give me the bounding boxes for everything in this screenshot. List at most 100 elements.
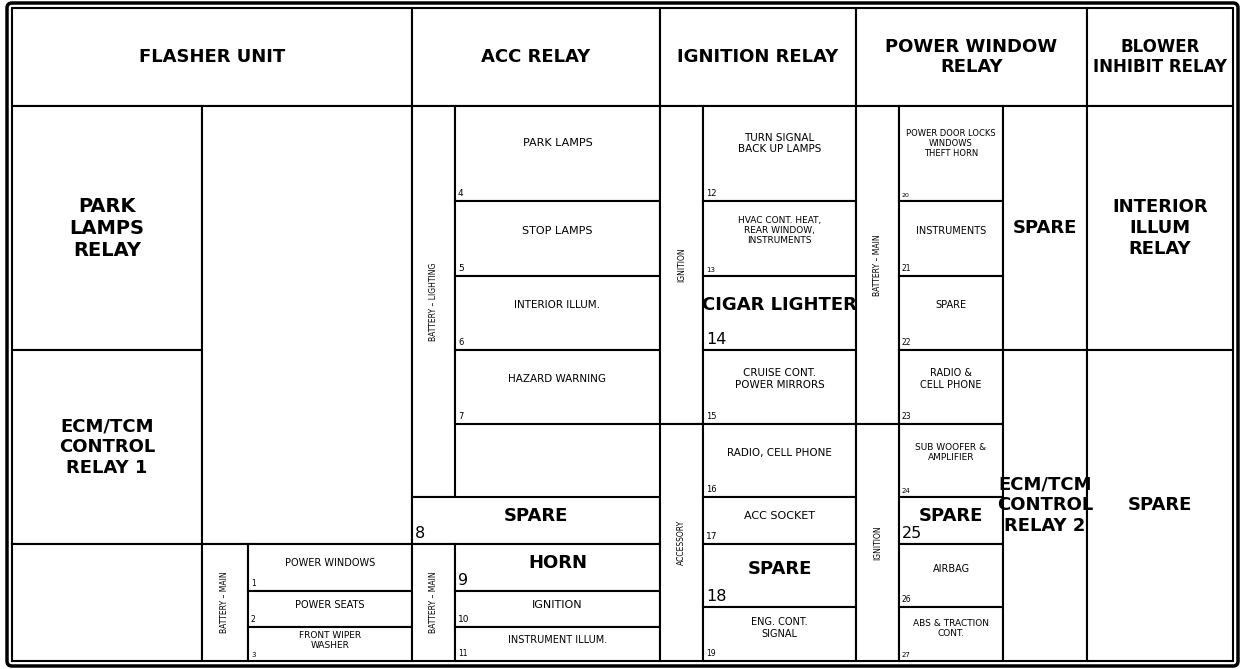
Text: TURN SIGNAL
BACK UP LAMPS: TURN SIGNAL BACK UP LAMPS bbox=[738, 132, 822, 155]
Bar bbox=[856, 106, 899, 424]
Text: 16: 16 bbox=[706, 485, 717, 494]
Bar bbox=[203, 106, 411, 544]
Text: POWER WINDOWS: POWER WINDOWS bbox=[285, 557, 375, 567]
Text: IGNITION: IGNITION bbox=[677, 248, 686, 282]
Text: 3: 3 bbox=[251, 652, 256, 658]
Bar bbox=[899, 424, 1003, 497]
Bar bbox=[1086, 350, 1233, 661]
Text: RADIO, CELL PHONE: RADIO, CELL PHONE bbox=[727, 448, 832, 458]
Text: AIRBAG: AIRBAG bbox=[932, 564, 970, 574]
Bar bbox=[899, 497, 1003, 544]
Bar bbox=[704, 106, 856, 201]
Text: FLASHER UNIT: FLASHER UNIT bbox=[139, 48, 285, 66]
Text: STOP LAMPS: STOP LAMPS bbox=[522, 225, 593, 235]
Text: 6: 6 bbox=[457, 338, 464, 347]
Bar bbox=[1003, 106, 1086, 350]
Text: 1: 1 bbox=[251, 579, 256, 588]
Text: POWER DOOR LOCKS
WINDOWS
THEFT HORN: POWER DOOR LOCKS WINDOWS THEFT HORN bbox=[906, 128, 996, 159]
Bar bbox=[455, 350, 660, 424]
Text: POWER WINDOW
RELAY: POWER WINDOW RELAY bbox=[885, 37, 1058, 76]
Bar bbox=[455, 627, 660, 661]
Bar bbox=[1086, 8, 1233, 106]
Text: 21: 21 bbox=[902, 264, 911, 273]
Text: 18: 18 bbox=[706, 589, 726, 604]
Bar bbox=[660, 424, 704, 661]
Text: PARK
LAMPS
RELAY: PARK LAMPS RELAY bbox=[70, 197, 144, 260]
Bar bbox=[411, 497, 660, 544]
Text: 9: 9 bbox=[457, 573, 469, 588]
Text: 5: 5 bbox=[457, 264, 464, 273]
Bar bbox=[1003, 350, 1086, 661]
Text: SPARE: SPARE bbox=[936, 300, 967, 310]
Text: 20: 20 bbox=[902, 193, 910, 198]
Bar bbox=[455, 276, 660, 350]
Text: POWER SEATS: POWER SEATS bbox=[296, 600, 364, 610]
Bar bbox=[249, 544, 411, 591]
Text: 22: 22 bbox=[902, 338, 911, 347]
Bar bbox=[411, 8, 660, 106]
Text: 10: 10 bbox=[457, 615, 470, 624]
Text: SPARE: SPARE bbox=[919, 506, 983, 524]
Bar bbox=[704, 497, 856, 544]
Bar bbox=[856, 8, 1086, 106]
Text: ABS & TRACTION
CONT.: ABS & TRACTION CONT. bbox=[914, 619, 989, 638]
Bar bbox=[203, 544, 249, 661]
Text: IGNITION: IGNITION bbox=[873, 525, 883, 560]
Text: HORN: HORN bbox=[528, 553, 587, 571]
Text: 11: 11 bbox=[457, 649, 467, 658]
Text: BATTERY – MAIN: BATTERY – MAIN bbox=[873, 234, 883, 296]
Text: INSTRUMENTS: INSTRUMENTS bbox=[916, 225, 986, 235]
Bar bbox=[899, 350, 1003, 424]
Bar bbox=[455, 201, 660, 276]
Text: SPARE: SPARE bbox=[503, 506, 568, 524]
Text: PARK LAMPS: PARK LAMPS bbox=[522, 138, 593, 149]
Bar bbox=[899, 106, 1003, 201]
Bar bbox=[899, 276, 1003, 350]
Bar bbox=[1086, 106, 1233, 350]
Text: BATTERY – MAIN: BATTERY – MAIN bbox=[220, 572, 230, 634]
Text: BATTERY – MAIN: BATTERY – MAIN bbox=[429, 572, 438, 634]
Text: 27: 27 bbox=[902, 652, 911, 658]
Text: ACCESSORY: ACCESSORY bbox=[677, 520, 686, 565]
Text: RADIO &
CELL PHONE: RADIO & CELL PHONE bbox=[920, 369, 982, 390]
Text: FRONT WIPER
WASHER: FRONT WIPER WASHER bbox=[298, 631, 360, 650]
Text: SPARE: SPARE bbox=[1013, 219, 1078, 237]
Bar bbox=[704, 424, 856, 497]
Text: HVAC CONT. HEAT,
REAR WINDOW,
INSTRUMENTS: HVAC CONT. HEAT, REAR WINDOW, INSTRUMENT… bbox=[738, 215, 822, 246]
Text: BLOWER
INHIBIT RELAY: BLOWER INHIBIT RELAY bbox=[1093, 37, 1227, 76]
Text: CRUISE CONT.
POWER MIRRORS: CRUISE CONT. POWER MIRRORS bbox=[735, 369, 824, 390]
Text: 7: 7 bbox=[457, 412, 464, 421]
Text: 14: 14 bbox=[706, 332, 726, 347]
Bar bbox=[660, 106, 704, 424]
Text: 4: 4 bbox=[457, 189, 464, 198]
Text: SUB WOOFER &
AMPLIFIER: SUB WOOFER & AMPLIFIER bbox=[915, 443, 987, 462]
Bar bbox=[455, 544, 660, 591]
Bar bbox=[455, 106, 660, 201]
Text: ECM/TCM
CONTROL
RELAY 2: ECM/TCM CONTROL RELAY 2 bbox=[997, 476, 1093, 535]
Text: INTERIOR ILLUM.: INTERIOR ILLUM. bbox=[515, 300, 600, 310]
Bar bbox=[704, 201, 856, 276]
Text: 2: 2 bbox=[251, 615, 256, 624]
Text: 12: 12 bbox=[706, 189, 716, 198]
Text: 13: 13 bbox=[706, 267, 715, 273]
Bar bbox=[12, 8, 411, 106]
Bar bbox=[856, 424, 899, 661]
Text: CIGAR LIGHTER: CIGAR LIGHTER bbox=[702, 296, 856, 314]
Bar bbox=[899, 201, 1003, 276]
Text: ECM/TCM
CONTROL
RELAY 1: ECM/TCM CONTROL RELAY 1 bbox=[58, 417, 155, 477]
Bar bbox=[411, 544, 455, 661]
Bar bbox=[704, 607, 856, 661]
Text: 15: 15 bbox=[706, 412, 716, 421]
Text: 26: 26 bbox=[902, 595, 911, 604]
Text: 23: 23 bbox=[902, 412, 911, 421]
Bar bbox=[704, 276, 856, 350]
Bar bbox=[249, 591, 411, 627]
Text: IGNITION RELAY: IGNITION RELAY bbox=[677, 48, 839, 66]
FancyBboxPatch shape bbox=[7, 3, 1238, 666]
Text: SPARE: SPARE bbox=[1127, 496, 1192, 514]
Text: ACC RELAY: ACC RELAY bbox=[481, 48, 590, 66]
Text: ACC SOCKET: ACC SOCKET bbox=[745, 510, 815, 520]
Bar bbox=[704, 544, 856, 607]
Text: INSTRUMENT ILLUM.: INSTRUMENT ILLUM. bbox=[508, 636, 607, 646]
Bar bbox=[12, 544, 203, 661]
